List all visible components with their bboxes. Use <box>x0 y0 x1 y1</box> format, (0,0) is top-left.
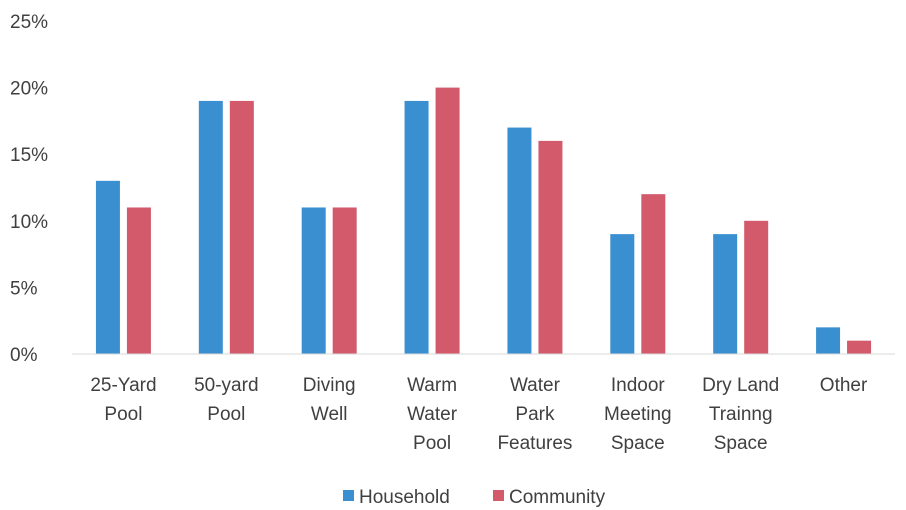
bar-community-1 <box>229 100 254 354</box>
x-tick-label: Pool <box>104 404 142 425</box>
x-tick-label: Pool <box>413 433 451 454</box>
x-tick-label: Water <box>510 375 561 396</box>
x-tick-label: Other <box>820 375 868 396</box>
x-tick-label: Space <box>611 433 665 454</box>
x-tick-label: Space <box>714 433 768 454</box>
y-tick-label: 25% <box>10 12 48 33</box>
bar-community-4 <box>538 140 563 354</box>
bar-household-1 <box>198 100 223 354</box>
x-tick-label: Diving <box>303 375 356 396</box>
bars <box>95 87 872 354</box>
x-tick-label: Park <box>515 404 555 425</box>
x-tick-label: Meeting <box>604 404 672 425</box>
bar-household-6 <box>713 234 738 354</box>
x-tick-label: Dry Land <box>702 375 779 396</box>
x-tick-label: Indoor <box>611 375 666 396</box>
bar-community-7 <box>847 340 872 354</box>
y-tick-label: 15% <box>10 145 48 166</box>
x-tick-label: 50-yard <box>194 375 258 396</box>
y-tick-label: 5% <box>10 278 38 299</box>
x-tick-label: 25-Yard <box>90 375 156 396</box>
x-tick-label: Pool <box>207 404 245 425</box>
bar-household-7 <box>816 327 841 354</box>
legend-swatch-household <box>343 490 354 501</box>
x-tick-label: Trainng <box>709 404 773 425</box>
bar-community-6 <box>744 220 769 354</box>
x-tick-label: Well <box>311 404 348 425</box>
legend-label-household: Household <box>359 487 450 508</box>
bar-household-5 <box>610 234 635 354</box>
bar-household-4 <box>507 127 532 354</box>
legend: Household Community <box>343 487 606 508</box>
bar-community-3 <box>435 87 460 354</box>
y-tick-label: 0% <box>10 345 38 366</box>
x-tick-label: Warm <box>407 375 457 396</box>
x-tick-label: Features <box>497 433 572 454</box>
legend-label-community: Community <box>509 487 606 508</box>
bar-community-0 <box>126 207 151 354</box>
bar-community-2 <box>332 207 357 354</box>
y-axis: 0% 5% 10% 15% 20% 25% <box>10 12 48 366</box>
bar-household-0 <box>95 180 120 354</box>
bar-household-2 <box>301 207 326 354</box>
bar-household-3 <box>404 100 429 354</box>
y-tick-label: 20% <box>10 79 48 100</box>
bar-community-5 <box>641 194 666 354</box>
y-tick-label: 10% <box>10 212 48 233</box>
legend-swatch-community <box>493 490 504 501</box>
x-tick-label: Water <box>407 404 458 425</box>
x-axis: 25-Yard Pool 50-yard Pool Diving Well Warm Wate… <box>90 375 868 454</box>
